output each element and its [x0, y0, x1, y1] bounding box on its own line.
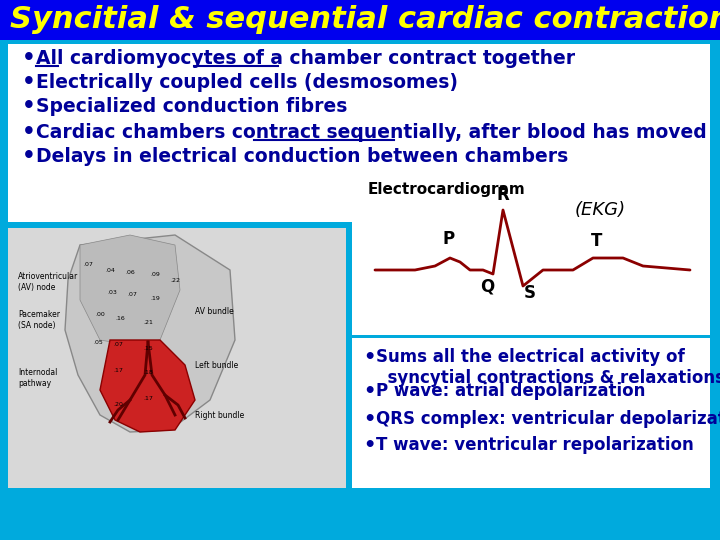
- Text: .05: .05: [93, 340, 103, 345]
- Text: Delays in electrical conduction between chambers: Delays in electrical conduction between …: [36, 146, 568, 165]
- Text: .07: .07: [83, 262, 93, 267]
- Text: Electrically coupled cells (desmosomes): Electrically coupled cells (desmosomes): [36, 72, 458, 91]
- Text: T: T: [591, 232, 603, 250]
- Text: .15: .15: [143, 346, 153, 350]
- Text: •: •: [363, 436, 375, 455]
- Text: •: •: [22, 146, 36, 166]
- FancyBboxPatch shape: [8, 228, 346, 488]
- Text: P: P: [443, 230, 455, 248]
- Text: •: •: [22, 96, 36, 116]
- Text: Pacemaker
(SA node): Pacemaker (SA node): [18, 310, 60, 330]
- Text: AV bundle: AV bundle: [195, 307, 234, 316]
- Text: •: •: [363, 410, 375, 429]
- Text: .03: .03: [107, 289, 117, 294]
- Text: S: S: [524, 284, 536, 302]
- Polygon shape: [100, 340, 195, 432]
- Text: .17: .17: [143, 395, 153, 401]
- Text: Sums all the electrical activity of
  syncytial contractions & relaxations: Sums all the electrical activity of sync…: [376, 348, 720, 387]
- Text: .07: .07: [113, 342, 123, 348]
- FancyBboxPatch shape: [8, 44, 710, 222]
- Text: .06: .06: [125, 269, 135, 274]
- Text: .09: .09: [150, 273, 160, 278]
- Text: .07: .07: [127, 293, 137, 298]
- Text: Q: Q: [480, 278, 494, 296]
- Text: All cardiomyocytes of a chamber contract together: All cardiomyocytes of a chamber contract…: [36, 49, 575, 68]
- Text: P wave: atrial depolarization: P wave: atrial depolarization: [376, 382, 645, 400]
- Text: •: •: [363, 382, 375, 401]
- Text: T wave: ventricular repolarization: T wave: ventricular repolarization: [376, 436, 694, 454]
- Polygon shape: [80, 235, 180, 345]
- Polygon shape: [65, 235, 235, 432]
- Text: .19: .19: [150, 295, 160, 300]
- Text: •: •: [22, 48, 36, 68]
- Text: •: •: [363, 348, 375, 367]
- Text: Cardiac chambers contract sequentially, after blood has moved: Cardiac chambers contract sequentially, …: [36, 123, 707, 141]
- Text: Left bundle: Left bundle: [195, 361, 238, 369]
- Text: Electrocardiogram: Electrocardiogram: [368, 182, 526, 197]
- Text: .18: .18: [143, 369, 153, 375]
- Text: .22: .22: [170, 278, 180, 282]
- Text: QRS complex: ventricular depolarization: QRS complex: ventricular depolarization: [376, 410, 720, 428]
- FancyBboxPatch shape: [0, 0, 720, 40]
- Text: Atrioventricular
(AV) node: Atrioventricular (AV) node: [18, 272, 78, 292]
- Text: .20: .20: [113, 402, 123, 408]
- Text: Internodal
pathway: Internodal pathway: [18, 368, 58, 388]
- Text: Specialized conduction fibres: Specialized conduction fibres: [36, 97, 347, 116]
- Text: .17: .17: [113, 368, 123, 373]
- FancyBboxPatch shape: [352, 338, 710, 488]
- Text: (EKG): (EKG): [575, 201, 626, 219]
- Text: Syncitial & sequential cardiac contractions: Syncitial & sequential cardiac contracti…: [10, 5, 720, 35]
- Text: •: •: [22, 72, 36, 92]
- Text: .04: .04: [105, 267, 115, 273]
- FancyBboxPatch shape: [352, 170, 710, 335]
- Text: .16: .16: [115, 315, 125, 321]
- Text: .21: .21: [143, 320, 153, 325]
- Text: •: •: [22, 122, 36, 142]
- Text: .00: .00: [95, 313, 105, 318]
- Text: R: R: [497, 186, 509, 204]
- Text: Right bundle: Right bundle: [195, 410, 244, 420]
